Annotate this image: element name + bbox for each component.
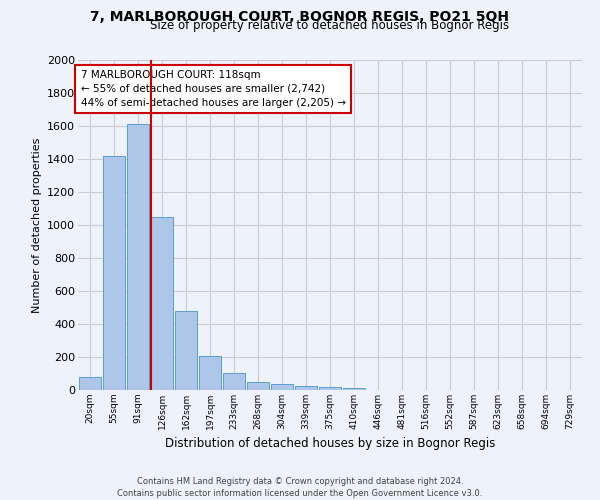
Bar: [247, 382, 269, 390]
Bar: [175, 311, 197, 390]
Y-axis label: Number of detached properties: Number of detached properties: [32, 138, 41, 312]
Bar: [151, 217, 173, 390]
Text: Contains HM Land Registry data © Crown copyright and database right 2024.
Contai: Contains HM Land Registry data © Crown c…: [118, 476, 482, 498]
X-axis label: Distribution of detached houses by size in Bognor Regis: Distribution of detached houses by size …: [165, 438, 495, 450]
Title: Size of property relative to detached houses in Bognor Regis: Size of property relative to detached ho…: [151, 20, 509, 32]
Bar: [127, 124, 149, 390]
Bar: [223, 372, 245, 390]
Bar: [199, 356, 221, 390]
Bar: [79, 377, 101, 390]
Bar: [319, 386, 341, 390]
Bar: [103, 156, 125, 390]
Bar: [271, 384, 293, 390]
Text: 7 MARLBOROUGH COURT: 118sqm
← 55% of detached houses are smaller (2,742)
44% of : 7 MARLBOROUGH COURT: 118sqm ← 55% of det…: [80, 70, 346, 108]
Text: 7, MARLBOROUGH COURT, BOGNOR REGIS, PO21 5QH: 7, MARLBOROUGH COURT, BOGNOR REGIS, PO21…: [91, 10, 509, 24]
Bar: [343, 388, 365, 390]
Bar: [295, 386, 317, 390]
